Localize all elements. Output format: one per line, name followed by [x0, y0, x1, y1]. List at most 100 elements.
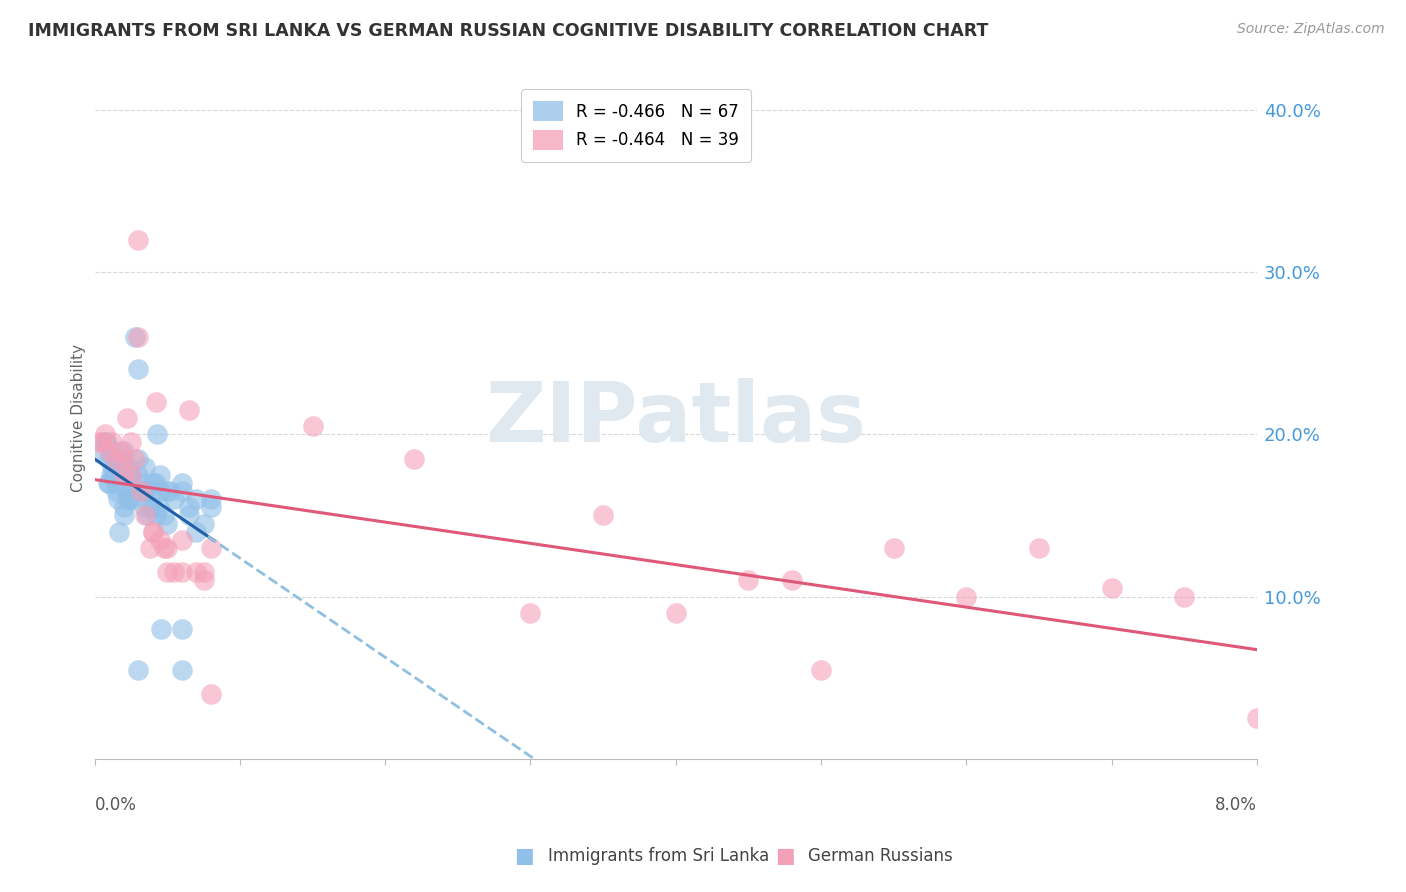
- Point: [117, 492, 139, 507]
- Point: [163, 566, 186, 580]
- Point: [156, 566, 179, 580]
- Point: [112, 508, 135, 523]
- Point: [170, 566, 193, 580]
- Point: [129, 484, 152, 499]
- Point: [200, 687, 222, 701]
- Point: [200, 492, 222, 507]
- Text: 8.0%: 8.0%: [1215, 797, 1257, 814]
- Point: [105, 475, 128, 490]
- Point: [98, 475, 121, 490]
- Point: [150, 622, 173, 636]
- Point: [124, 330, 146, 344]
- Y-axis label: Cognitive Disability: Cognitive Disability: [72, 344, 86, 492]
- Point: [177, 403, 200, 417]
- Point: [127, 233, 149, 247]
- Point: [301, 419, 323, 434]
- Point: [100, 467, 122, 482]
- Point: [592, 508, 614, 523]
- Point: [110, 443, 132, 458]
- Point: [200, 541, 222, 555]
- Text: ZIPatlas: ZIPatlas: [485, 377, 866, 458]
- Point: [118, 492, 141, 507]
- Point: [98, 451, 121, 466]
- Point: [153, 541, 176, 555]
- Point: [186, 524, 208, 539]
- Point: [120, 435, 142, 450]
- Point: [139, 541, 162, 555]
- Point: [142, 500, 165, 515]
- Point: [124, 451, 146, 466]
- Point: [97, 475, 120, 490]
- Point: [186, 566, 208, 580]
- Point: [142, 524, 165, 539]
- Point: [96, 435, 118, 450]
- Point: [1028, 541, 1050, 555]
- Point: [170, 622, 193, 636]
- Text: Immigrants from Sri Lanka: Immigrants from Sri Lanka: [548, 847, 769, 865]
- Point: [142, 484, 165, 499]
- Point: [153, 508, 176, 523]
- Text: ■: ■: [515, 847, 534, 866]
- Point: [127, 362, 149, 376]
- Point: [107, 492, 129, 507]
- Point: [135, 508, 157, 523]
- Point: [101, 459, 124, 474]
- Point: [121, 492, 143, 507]
- Point: [134, 459, 156, 474]
- Point: [101, 435, 124, 450]
- Point: [120, 467, 142, 482]
- Point: [131, 484, 153, 499]
- Point: [170, 484, 193, 499]
- Point: [149, 533, 172, 547]
- Point: [186, 492, 208, 507]
- Point: [193, 516, 215, 531]
- Point: [170, 533, 193, 547]
- Text: ■: ■: [775, 847, 794, 866]
- Point: [112, 459, 135, 474]
- Point: [127, 330, 149, 344]
- Point: [145, 475, 167, 490]
- Point: [117, 459, 139, 474]
- Point: [142, 524, 165, 539]
- Point: [132, 500, 155, 515]
- Point: [115, 467, 138, 482]
- Text: Source: ZipAtlas.com: Source: ZipAtlas.com: [1237, 22, 1385, 37]
- Point: [112, 451, 135, 466]
- Point: [110, 451, 132, 466]
- Point: [104, 459, 127, 474]
- Point: [170, 663, 193, 677]
- Point: [112, 467, 135, 482]
- Point: [404, 451, 426, 466]
- Point: [115, 411, 138, 425]
- Point: [129, 475, 152, 490]
- Point: [127, 451, 149, 466]
- Point: [98, 443, 121, 458]
- Point: [139, 500, 162, 515]
- Point: [148, 500, 170, 515]
- Point: [177, 500, 200, 515]
- Text: 0.0%: 0.0%: [94, 797, 136, 814]
- Point: [90, 435, 112, 450]
- Point: [156, 484, 179, 499]
- Point: [1173, 590, 1195, 604]
- Point: [163, 492, 186, 507]
- Point: [112, 500, 135, 515]
- Point: [112, 443, 135, 458]
- Point: [93, 427, 115, 442]
- Point: [134, 484, 156, 499]
- Text: German Russians: German Russians: [808, 847, 953, 865]
- Point: [145, 508, 167, 523]
- Point: [780, 574, 803, 588]
- Text: IMMIGRANTS FROM SRI LANKA VS GERMAN RUSSIAN COGNITIVE DISABILITY CORRELATION CHA: IMMIGRANTS FROM SRI LANKA VS GERMAN RUSS…: [28, 22, 988, 40]
- Point: [149, 484, 172, 499]
- Point: [127, 467, 149, 482]
- Point: [883, 541, 905, 555]
- Point: [519, 606, 541, 620]
- Point: [1246, 711, 1268, 725]
- Point: [96, 435, 118, 450]
- Point: [955, 590, 977, 604]
- Point: [1101, 582, 1123, 596]
- Point: [120, 467, 142, 482]
- Point: [105, 484, 128, 499]
- Point: [145, 395, 167, 409]
